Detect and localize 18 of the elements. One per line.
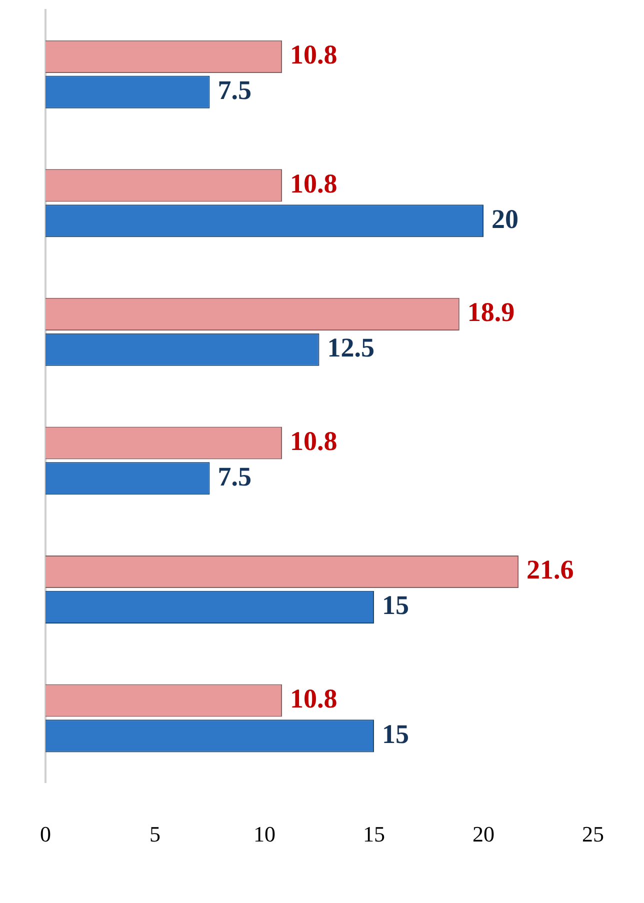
x-tick-label: 20 xyxy=(472,822,494,847)
data-label: 21.6 xyxy=(526,554,574,585)
data-label: 15 xyxy=(382,590,409,620)
data-label: 7.5 xyxy=(218,461,252,492)
x-tick-label: 10 xyxy=(254,822,276,847)
data-label: 7.5 xyxy=(218,75,252,106)
data-label: 10.8 xyxy=(290,426,338,456)
data-label: 10.8 xyxy=(290,683,338,714)
data-label: 12.5 xyxy=(327,332,374,363)
x-tick-label: 0 xyxy=(40,822,51,847)
data-label: 20 xyxy=(492,204,518,234)
x-tick-label: 15 xyxy=(363,822,385,847)
data-label: 10.8 xyxy=(290,168,338,198)
data-label: 18.9 xyxy=(467,297,515,328)
data-label: 15 xyxy=(382,718,409,749)
data-label: 10.8 xyxy=(290,40,338,70)
x-tick-label: 5 xyxy=(150,822,160,847)
x-tick-label: 25 xyxy=(582,822,604,847)
